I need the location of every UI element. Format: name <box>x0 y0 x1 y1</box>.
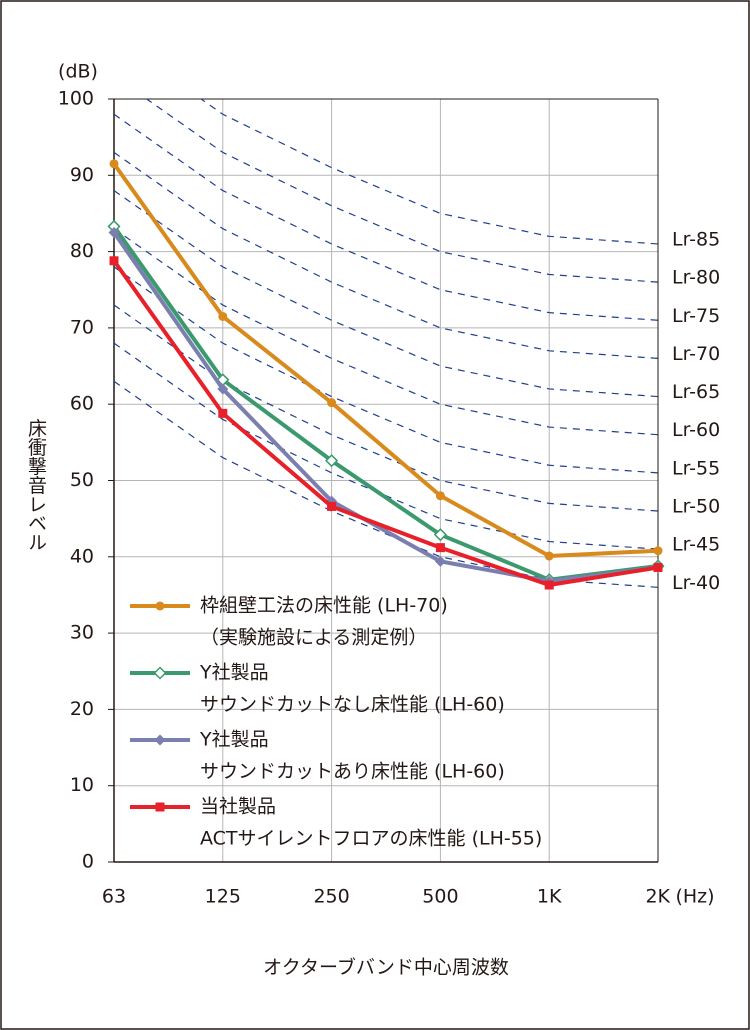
reference-curve <box>114 266 658 474</box>
reference-label: Lr-40 <box>672 572 720 594</box>
marker <box>153 666 167 680</box>
legend-label: Y社製品 <box>199 729 269 751</box>
legend-label: Y社製品 <box>199 662 269 684</box>
marker <box>653 546 663 556</box>
reference-label: Lr-70 <box>672 343 720 365</box>
marker <box>154 734 166 746</box>
reference-curve <box>114 151 658 360</box>
marker <box>108 227 120 239</box>
y-tick-label: 100 <box>58 88 94 110</box>
x-axis-title: オクターブバンド中心周波数 <box>263 956 509 979</box>
marker <box>218 311 228 321</box>
marker <box>155 601 165 611</box>
x-tick-label: 1K <box>537 886 562 908</box>
reference-label: Lr-50 <box>672 496 720 518</box>
y-tick-label: 70 <box>70 316 94 338</box>
x-tick-label: 63 <box>102 886 126 908</box>
y-tick-label: 90 <box>70 164 94 186</box>
x-unit: (Hz) <box>675 886 714 908</box>
y-axis-title: 床衝撃音レベル <box>25 418 47 551</box>
legend-note: ACTサイレントフロアの床性能 (LH-55) <box>200 828 542 850</box>
reference-label: Lr-55 <box>672 457 720 479</box>
marker <box>327 501 337 511</box>
reference-curve <box>114 304 658 512</box>
marker <box>109 159 119 169</box>
reference-curve <box>199 99 658 245</box>
x-tick-label: 2K <box>645 886 670 908</box>
y-tick-label: 10 <box>70 774 94 796</box>
y-tick-label: 20 <box>70 698 94 720</box>
series-line <box>112 259 659 588</box>
reference-label: Lr-75 <box>672 305 720 327</box>
x-tick-label: 250 <box>313 886 349 908</box>
x-tick-label: 500 <box>422 886 458 908</box>
legend-note: サウンドカットなし床性能 (LH-60) <box>200 694 505 716</box>
y-tick-label: 0 <box>82 851 94 873</box>
marker <box>653 562 663 572</box>
y-tick-label: 80 <box>70 240 94 262</box>
legend-label: 当社製品 <box>200 796 276 818</box>
marker <box>218 408 228 418</box>
marker <box>325 454 339 468</box>
x-tick-label: 125 <box>205 886 241 908</box>
marker <box>544 551 554 561</box>
y-unit: (dB) <box>58 61 98 83</box>
marker <box>327 398 337 408</box>
y-tick-label: 50 <box>70 469 94 491</box>
marker <box>109 256 119 266</box>
y-tick-label: 30 <box>70 622 94 644</box>
legend-note: サウンドカットあり床性能 (LH-60) <box>200 761 505 783</box>
series-line <box>112 162 659 559</box>
reference-curve <box>145 99 658 283</box>
reference-curve <box>114 113 658 321</box>
reference-label: Lr-65 <box>672 381 720 403</box>
marker <box>155 802 165 812</box>
series-line <box>112 231 659 584</box>
marker <box>544 580 554 590</box>
marker <box>435 491 445 501</box>
reference-label: Lr-45 <box>672 534 720 556</box>
marker <box>433 528 447 542</box>
reference-label: Lr-85 <box>672 228 720 250</box>
reference-curve <box>114 380 658 588</box>
legend-note: （実験施設による測定例） <box>200 627 427 649</box>
y-tick-label: 60 <box>70 393 94 415</box>
reference-curves <box>114 99 658 588</box>
marker <box>434 555 446 567</box>
marker <box>217 383 229 395</box>
reference-label: Lr-80 <box>672 267 720 289</box>
legend-label: 枠組壁工法の床性能 (LH-70) <box>200 595 448 617</box>
reference-label: Lr-60 <box>672 419 720 441</box>
reference-curve <box>114 190 658 398</box>
marker <box>435 543 445 553</box>
y-tick-label: 40 <box>70 545 94 567</box>
